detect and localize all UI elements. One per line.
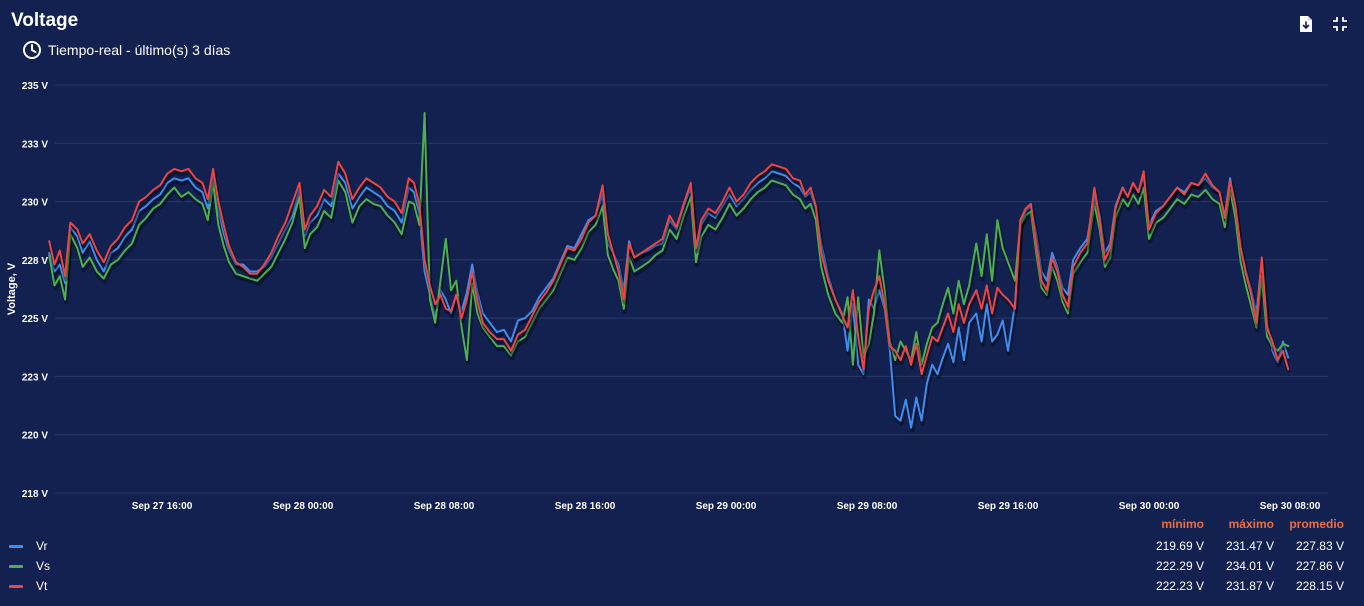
timewindow-label: Tiempo-real - último(s) 3 días xyxy=(48,42,231,58)
voltage-line-chart: 218 V 220 V 223 V 225 V 228 V 230 V 233 V 235 V… xyxy=(6,81,1328,512)
widget-title: Voltage xyxy=(11,10,79,31)
legend-row-vt[interactable]: Vt 222.23 V 231.87 V 228.15 V xyxy=(0,577,1364,595)
legend-row-vs[interactable]: Vs 222.29 V 234.01 V 227.86 V xyxy=(0,557,1364,575)
widget-toolbar xyxy=(1296,15,1350,38)
legend-min-value: 222.29 V xyxy=(1155,559,1204,573)
series-shadow-vr xyxy=(48,172,1292,433)
y-axis-label: Voltage, V xyxy=(6,262,18,315)
x-tick-label: Sep 30 00:00 xyxy=(1119,501,1180,512)
x-tick-label: Sep 29 08:00 xyxy=(837,501,898,512)
legend-series-name: Vt xyxy=(36,579,48,593)
clock-icon xyxy=(22,40,42,60)
legend-series-name: Vr xyxy=(36,539,48,553)
legend-avg-value: 227.83 V xyxy=(1295,539,1344,553)
legend-series-name: Vs xyxy=(36,559,51,573)
series-line-vs xyxy=(48,112,1290,366)
legend-min-value: 222.23 V xyxy=(1155,579,1204,593)
legend-min-value: 219.69 V xyxy=(1155,539,1204,553)
y-tick-label: 235 V xyxy=(22,81,48,92)
x-tick-label: Sep 28 00:00 xyxy=(273,501,334,512)
legend-row-vr[interactable]: Vr 219.69 V 231.47 V 227.83 V xyxy=(0,537,1364,555)
legend-max-value: 231.87 V xyxy=(1225,579,1274,593)
x-tick-label: Sep 28 16:00 xyxy=(555,501,616,512)
series-line-vt xyxy=(48,160,1290,376)
x-tick-label: Sep 29 16:00 xyxy=(978,501,1039,512)
legend-max-value: 234.01 V xyxy=(1225,559,1274,573)
series-shadow-vt xyxy=(48,162,1292,380)
y-tick-label: 228 V xyxy=(22,256,48,267)
x-tick-label: Sep 29 00:00 xyxy=(696,501,757,512)
y-tick-label: 220 V xyxy=(22,431,48,442)
legend-header-min: mínimo xyxy=(1161,517,1204,531)
y-tick-label: 225 V xyxy=(22,314,48,325)
legend-header-avg: promedio xyxy=(1289,517,1344,531)
x-tick-label: Sep 28 08:00 xyxy=(414,501,475,512)
export-button[interactable] xyxy=(1296,15,1316,38)
y-tick-label: 218 V xyxy=(22,489,48,500)
legend-max-value: 231.47 V xyxy=(1225,539,1274,553)
series-shadow-vs xyxy=(48,114,1291,370)
series-line-vr xyxy=(48,170,1290,429)
legend-header: mínimo máximo promedio xyxy=(0,517,1364,533)
y-tick-label: 223 V xyxy=(22,372,48,383)
x-tick-label: Sep 30 08:00 xyxy=(1260,501,1321,512)
legend-swatch xyxy=(9,585,23,588)
legend-avg-value: 227.86 V xyxy=(1295,559,1344,573)
legend-header-max: máximo xyxy=(1228,517,1274,531)
export-icon xyxy=(1298,15,1314,38)
x-tick-label: Sep 27 16:00 xyxy=(132,501,193,512)
timewindow-selector[interactable]: Tiempo-real - último(s) 3 días xyxy=(22,40,230,60)
minimize-icon xyxy=(1332,16,1348,37)
y-tick-label: 230 V xyxy=(22,198,48,209)
legend-avg-value: 228.15 V xyxy=(1295,579,1344,593)
y-tick-label: 233 V xyxy=(22,139,48,150)
legend-swatch xyxy=(9,565,23,568)
legend-swatch xyxy=(9,545,23,548)
minimize-button[interactable] xyxy=(1330,16,1350,36)
